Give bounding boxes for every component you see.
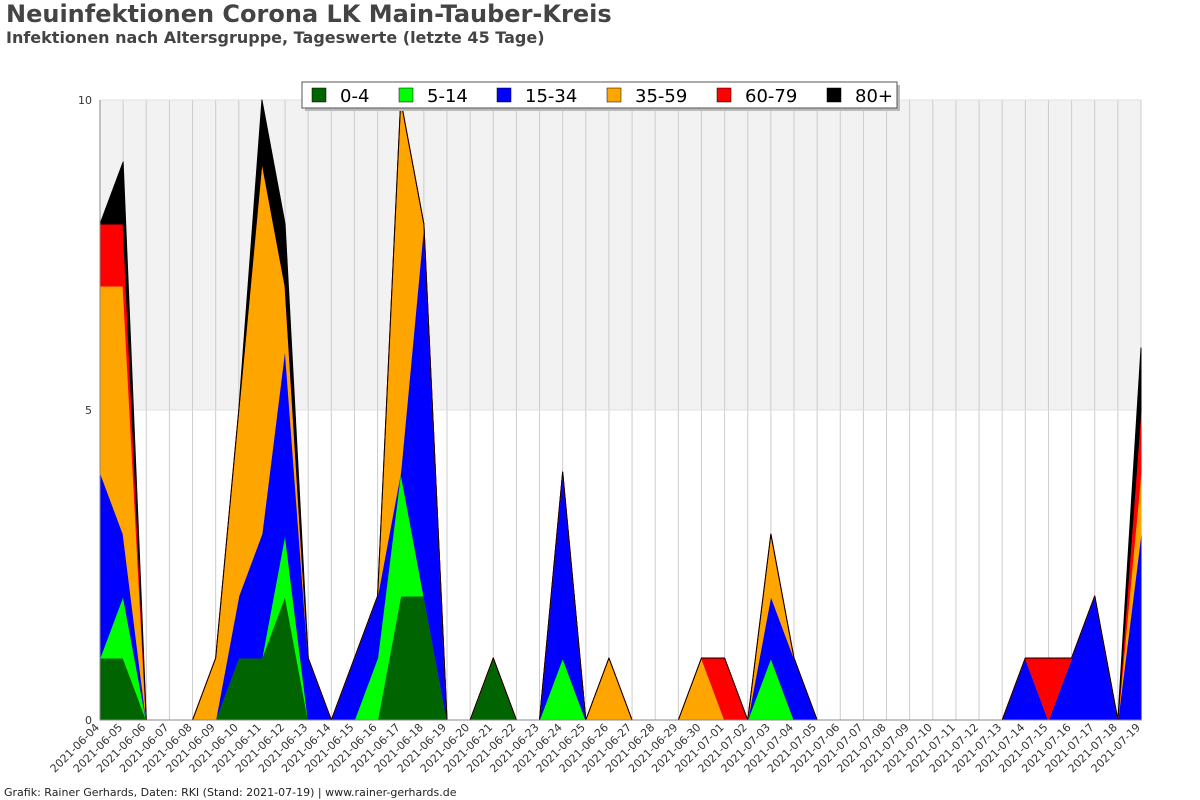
legend-swatch-5-14 (398, 87, 414, 103)
legend-label-80+: 80+ (855, 86, 893, 107)
source-footer: Grafik: Rainer Gerhards, Daten: RKI (Sta… (4, 786, 457, 799)
y-tick-labels: 0 5 10 (78, 94, 92, 727)
legend-label-0-4: 0-4 (340, 86, 369, 107)
legend-swatch-0-4 (311, 87, 327, 103)
y-tick-label: 0 (85, 714, 92, 727)
legend-label-35-59: 35-59 (635, 86, 687, 107)
chart-title: Neuinfektionen Corona LK Main-Tauber-Kre… (6, 0, 612, 28)
y-tick-label: 5 (85, 404, 92, 417)
legend-label-60-79: 60-79 (745, 86, 797, 107)
legend-label-15-34: 15-34 (525, 86, 577, 107)
chart-subtitle: Infektionen nach Altersgruppe, Tageswert… (6, 28, 545, 47)
x-tick-labels: 2021-06-042021-06-052021-06-062021-06-07… (48, 721, 1143, 775)
legend-swatch-80+ (826, 87, 842, 103)
y-tick-label: 10 (78, 94, 92, 107)
legend: 0-4 5-14 15-34 35-59 60-79 80+ (301, 81, 900, 111)
axes (99, 100, 1141, 721)
legend-swatch-60-79 (716, 87, 732, 103)
legend-box (301, 81, 898, 109)
legend-label-5-14: 5-14 (427, 86, 468, 107)
legend-swatch-15-34 (496, 87, 512, 103)
legend-swatch-35-59 (606, 87, 622, 103)
